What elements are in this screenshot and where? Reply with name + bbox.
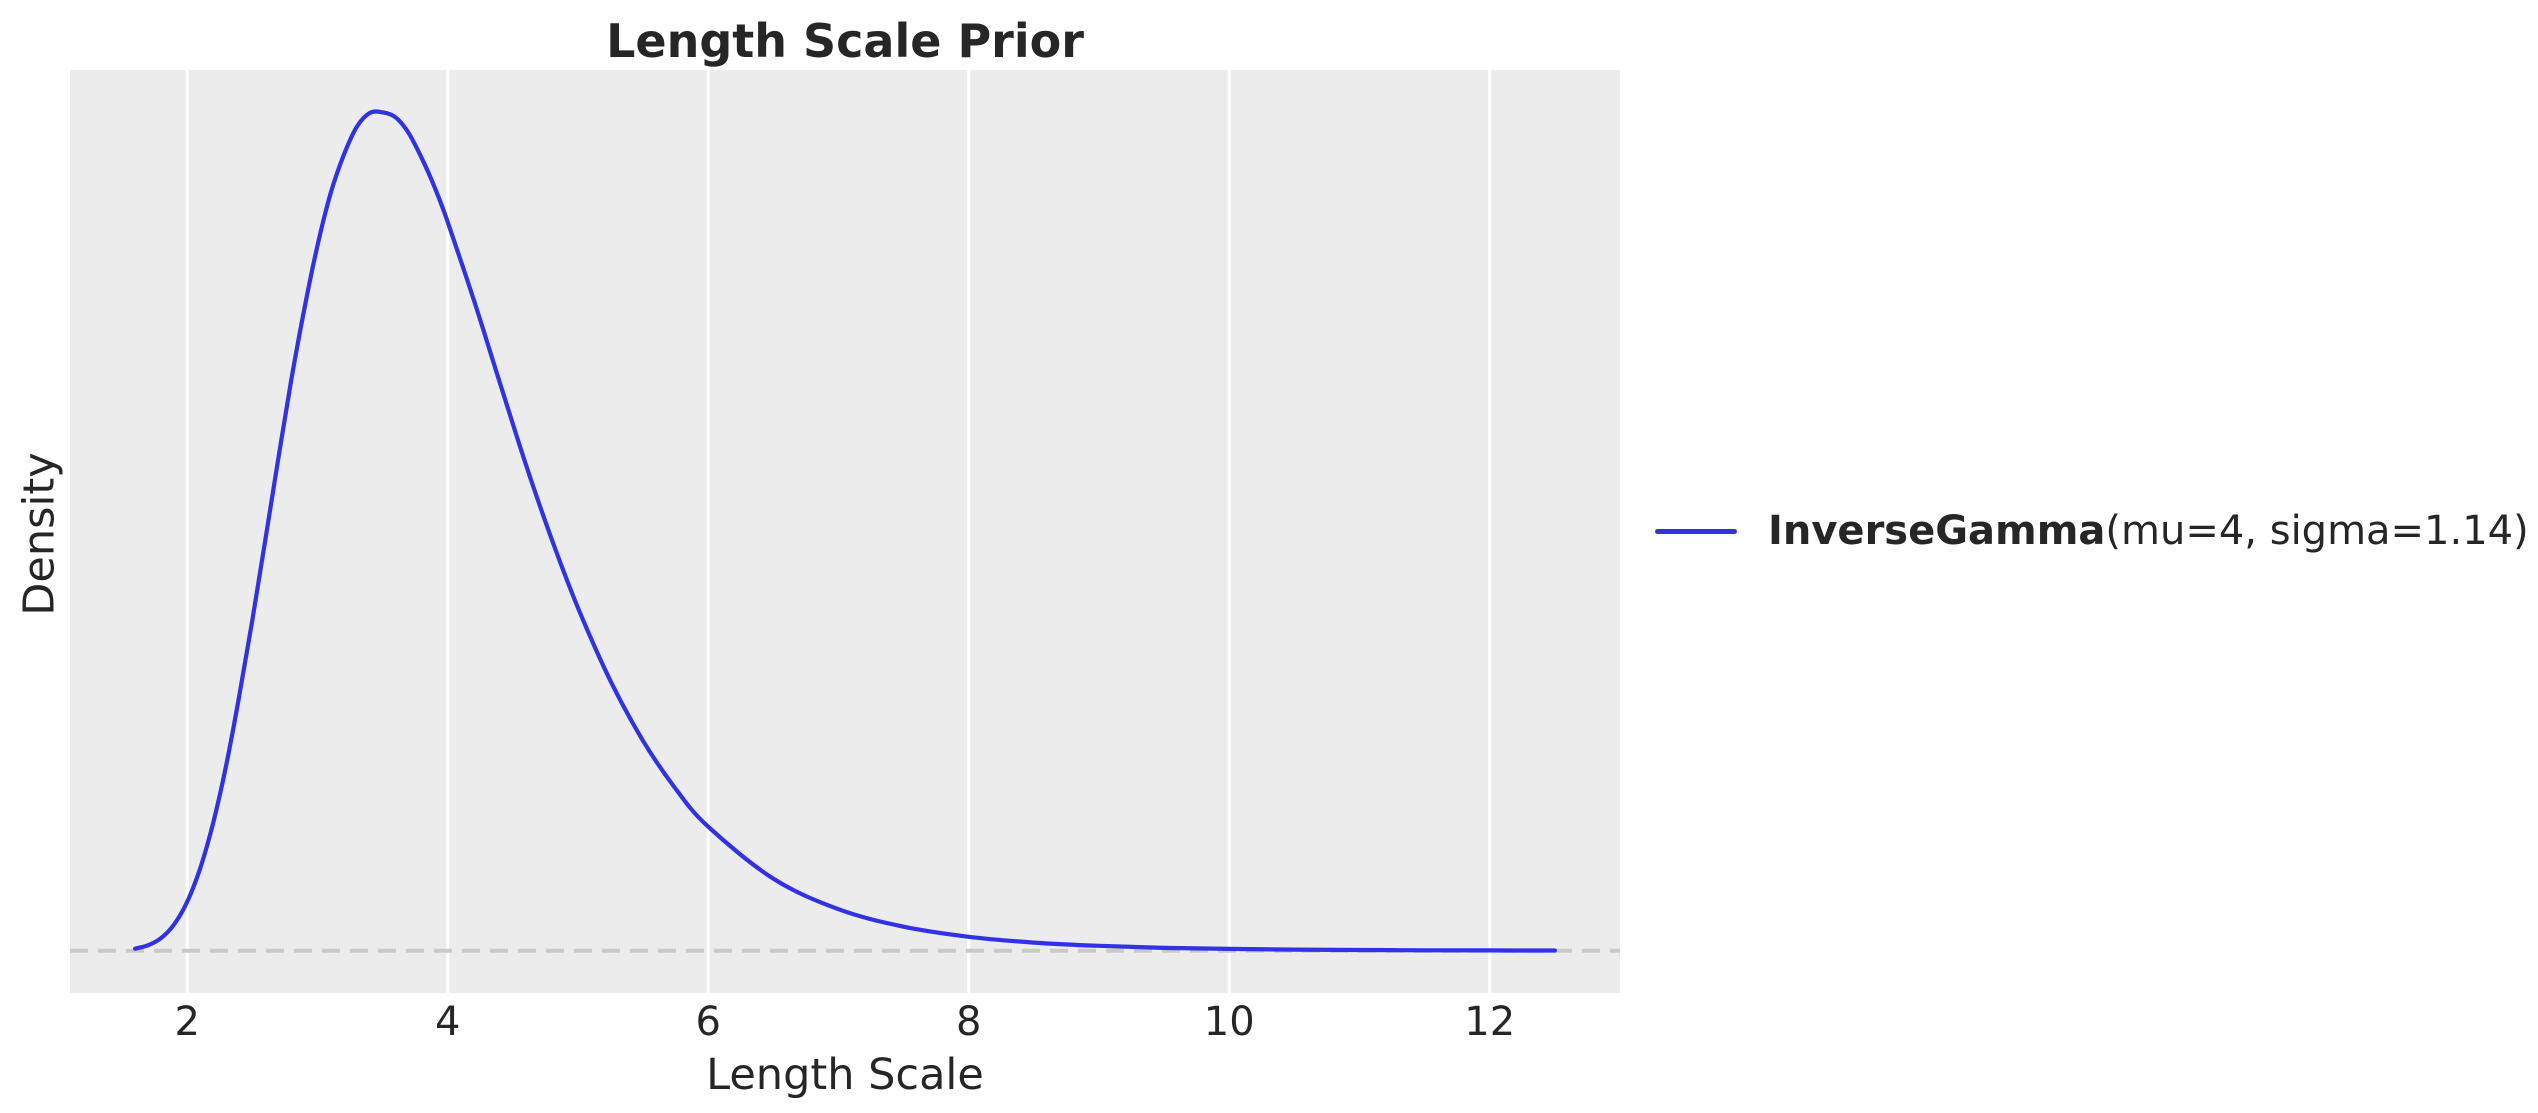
legend: InverseGamma(mu=4, sigma=1.14)	[1655, 507, 2529, 555]
x-tick-label-2: 2	[174, 999, 200, 1045]
plot-canvas	[70, 70, 1620, 993]
y-axis-label: Density	[14, 452, 65, 616]
x-axis-label: Length Scale	[706, 1050, 984, 1100]
legend-distribution-params: (mu=4, sigma=1.14)	[2105, 508, 2529, 554]
gridlines	[185, 70, 1492, 993]
plot-area	[70, 70, 1620, 993]
chart-title: Length Scale Prior	[606, 14, 1084, 68]
x-tick-label-4: 4	[434, 999, 461, 1045]
x-tick-label-6: 6	[695, 999, 721, 1045]
legend-line-swatch	[1655, 528, 1737, 534]
x-tick-label-10: 10	[1203, 999, 1255, 1045]
density-curve	[133, 109, 1557, 953]
x-tick-label-8: 8	[956, 999, 982, 1045]
x-tick-label-12: 12	[1464, 999, 1516, 1045]
legend-distribution-name: InverseGamma	[1768, 508, 2106, 554]
legend-label: InverseGamma(mu=4, sigma=1.14)	[1768, 507, 2529, 555]
